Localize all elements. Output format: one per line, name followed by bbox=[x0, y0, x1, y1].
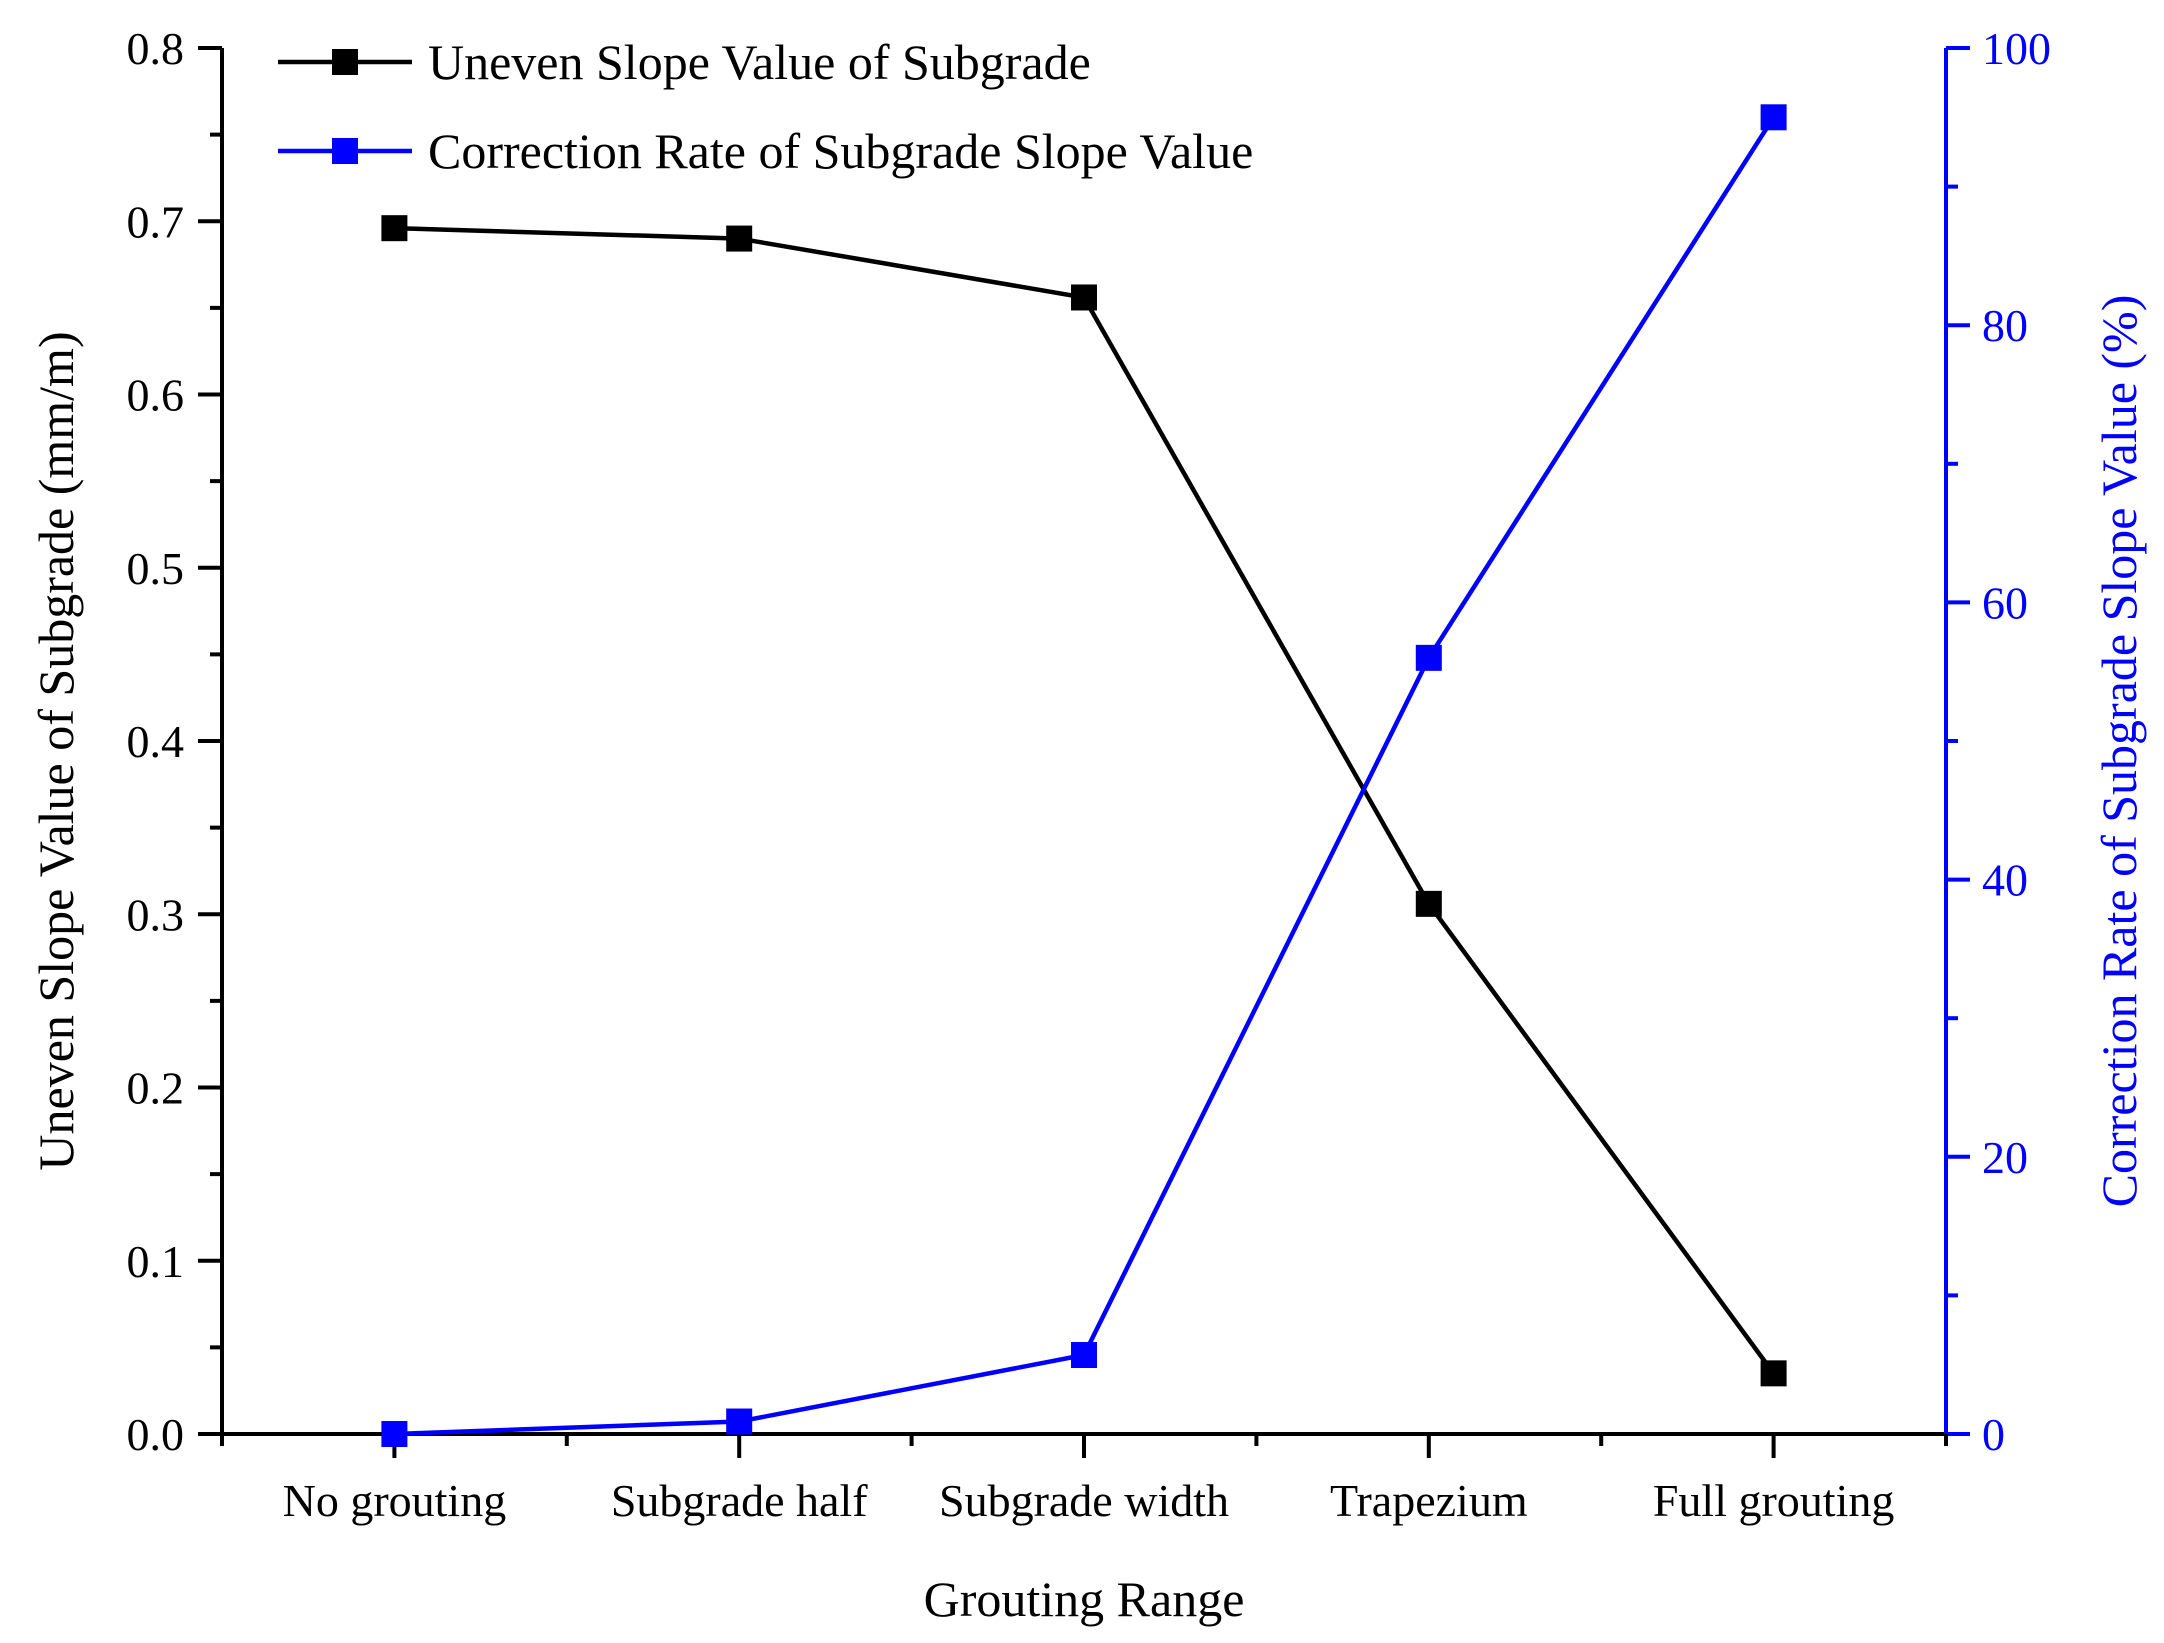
legend-label-2: Correction Rate of Subgrade Slope Value bbox=[428, 123, 1253, 179]
series-line-1 bbox=[394, 225, 1776, 1375]
right-y-tick-label: 60 bbox=[1982, 577, 2028, 628]
left-y-tick-label: 0.8 bbox=[127, 23, 185, 74]
right-y-tick-label: 80 bbox=[1982, 300, 2028, 351]
series-2-point bbox=[1415, 644, 1442, 671]
legend-label-1: Uneven Slope Value of Subgrade bbox=[428, 34, 1091, 90]
right-y-tick-label: 40 bbox=[1982, 855, 2028, 906]
right-y-axis-title: Correction Rate of Subgrade Slope Value … bbox=[2091, 295, 2147, 1208]
left-y-tick-label: 0.6 bbox=[127, 370, 185, 421]
right-y-tick-label: 0 bbox=[1982, 1409, 2005, 1460]
series-1-point bbox=[726, 225, 753, 252]
series-2-point bbox=[381, 1421, 408, 1447]
legend-marker-2 bbox=[332, 138, 358, 164]
series-1-point bbox=[1415, 890, 1442, 917]
left-y-axis-title: Uneven Slope Value of Subgrade (mm/m) bbox=[28, 331, 84, 1170]
right-y-tick-label: 100 bbox=[1982, 23, 2051, 74]
left-y-tick-label: 0.1 bbox=[127, 1236, 185, 1287]
x-category-label: No grouting bbox=[283, 1475, 507, 1526]
series-2-point bbox=[726, 1408, 753, 1435]
left-y-tick-label: 0.7 bbox=[127, 196, 185, 247]
legend-marker-1 bbox=[332, 49, 358, 75]
x-category-label: Full grouting bbox=[1653, 1475, 1895, 1526]
right-y-tick-label: 20 bbox=[1982, 1132, 2028, 1183]
left-y-tick-label: 0.2 bbox=[127, 1063, 185, 1114]
x-axis-title: Grouting Range bbox=[924, 1571, 1245, 1627]
left-y-tick-label: 0.0 bbox=[127, 1409, 185, 1460]
left-y-tick-label: 0.5 bbox=[127, 543, 185, 594]
series-1-point bbox=[381, 215, 408, 242]
series-1-point bbox=[1071, 284, 1097, 311]
x-category-label: Trapezium bbox=[1330, 1475, 1528, 1526]
series-1-point bbox=[1760, 1360, 1787, 1387]
series-line-2 bbox=[394, 116, 1776, 1437]
series-2-point bbox=[1071, 1341, 1097, 1368]
left-y-tick-label: 0.3 bbox=[127, 889, 185, 940]
x-category-label: Subgrade half bbox=[611, 1475, 868, 1526]
x-category-label: Subgrade width bbox=[939, 1475, 1229, 1526]
left-y-tick-label: 0.4 bbox=[127, 716, 185, 767]
series-2-point bbox=[1760, 104, 1787, 131]
